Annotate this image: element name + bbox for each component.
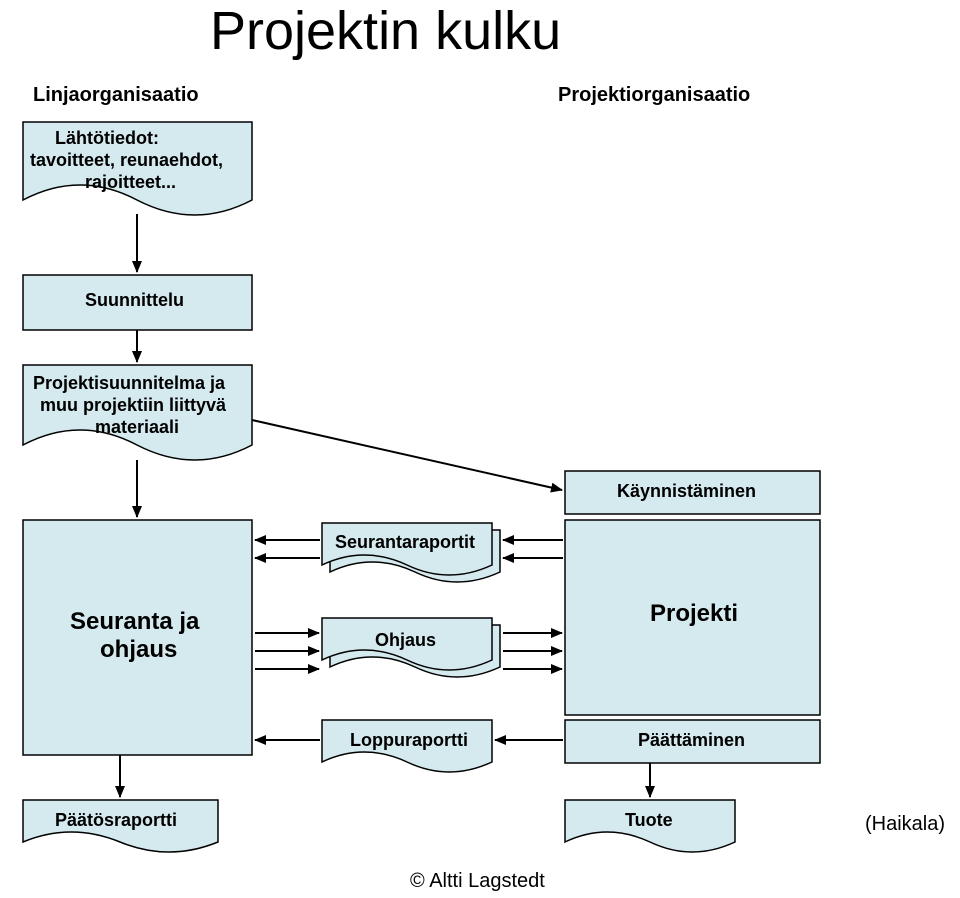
text-loppuraportti: Loppuraportti	[350, 730, 468, 751]
arrow-proj-kayn	[252, 420, 562, 490]
text-paattaminen: Päättäminen	[638, 730, 745, 751]
text-seurantaraportit: Seurantaraportit	[335, 532, 475, 553]
text-projekti: Projekti	[650, 600, 738, 628]
text-lahtotiedot2: tavoitteet, reunaehdot,	[30, 150, 223, 171]
text-projsuunn3: materiaali	[95, 417, 179, 438]
label-linja: Linjaorganisaatio	[33, 84, 199, 107]
text-copyright: © Altti Lagstedt	[410, 870, 545, 893]
text-seuranta2: ohjaus	[100, 636, 177, 664]
text-lahtotiedot1: Lähtötiedot:	[55, 128, 159, 149]
text-suunnittelu: Suunnittelu	[85, 290, 184, 311]
text-projsuunn1: Projektisuunnitelma ja	[33, 373, 225, 394]
text-tuote: Tuote	[625, 810, 673, 831]
label-projektiorg: Projektiorganisaatio	[558, 84, 750, 107]
text-paatosraportti: Päätösraportti	[55, 810, 177, 831]
text-lahtotiedot3: rajoitteet...	[85, 172, 176, 193]
page-title: Projektin kulku	[210, 0, 561, 62]
text-projsuunn2: muu projektiin liittyvä	[40, 395, 226, 416]
text-haikala: (Haikala)	[865, 813, 945, 836]
text-kaynnis: Käynnistäminen	[617, 481, 756, 502]
text-ohjaus: Ohjaus	[375, 630, 436, 651]
text-seuranta1: Seuranta ja	[70, 608, 199, 636]
